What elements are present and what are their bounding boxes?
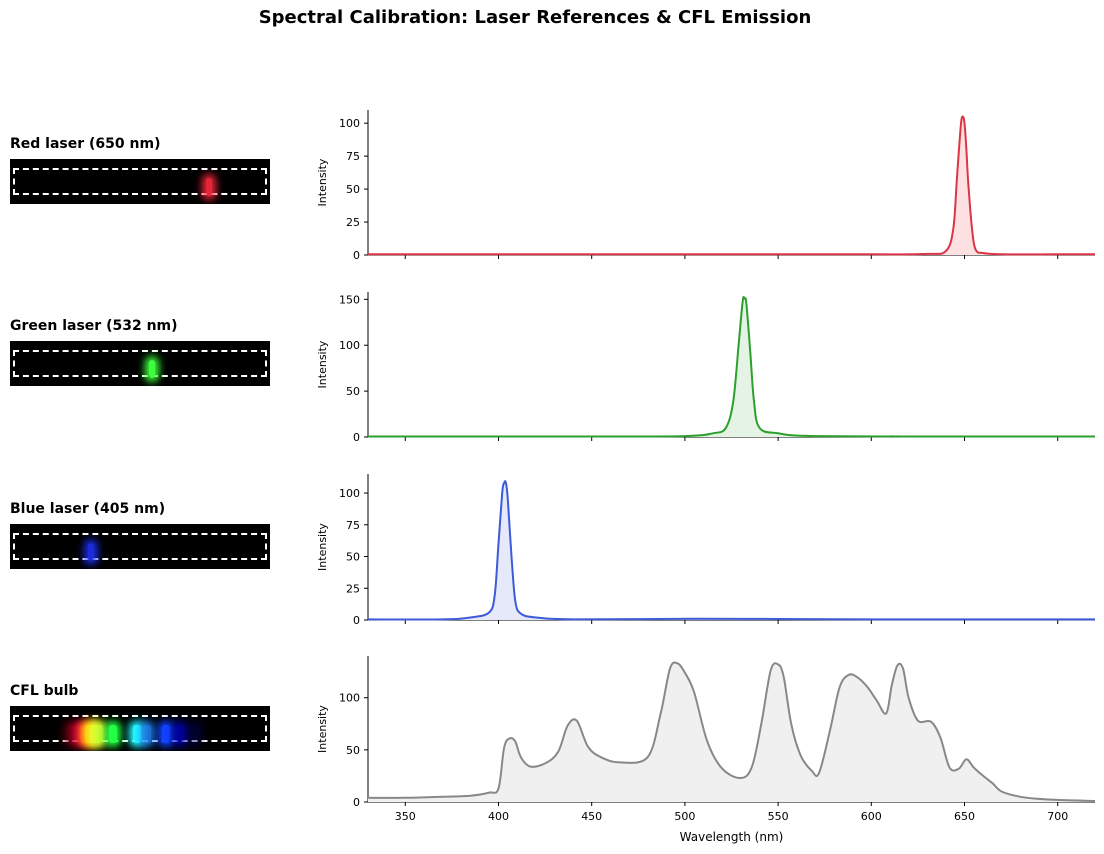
- series-area: [368, 481, 1095, 620]
- y-tick-label: 50: [346, 385, 360, 398]
- y-tick-label: 100: [339, 339, 360, 352]
- emission-line: [133, 725, 141, 743]
- y-tick-label: 150: [339, 293, 360, 306]
- roi-dashed-box: [13, 350, 267, 377]
- spectrum-strip-blue-laser: [10, 524, 270, 569]
- y-axis-label: Intensity: [316, 340, 329, 388]
- x-tick-label: 500: [674, 810, 695, 823]
- series-area: [368, 662, 1095, 802]
- emission-line: [161, 725, 170, 743]
- series-area: [368, 296, 1095, 437]
- emission-line: [109, 725, 117, 743]
- emission-line: [88, 543, 95, 561]
- x-tick-label: 650: [954, 810, 975, 823]
- spectrum-strip-green-laser: [10, 341, 270, 386]
- x-tick-label: 350: [395, 810, 416, 823]
- series-line: [367, 480, 1095, 621]
- y-tick-label: 25: [346, 582, 360, 595]
- roi-dashed-box: [13, 533, 267, 560]
- emission-line: [149, 360, 156, 378]
- panel-label-blue-laser: Blue laser (405 nm): [10, 501, 166, 517]
- spectrum-strip-cfl-bulb: [10, 706, 270, 751]
- series-line: [367, 661, 1096, 802]
- emission-line: [65, 725, 74, 743]
- x-tick-label: 450: [581, 810, 602, 823]
- panel-label-cfl-bulb: CFL bulb: [10, 683, 79, 699]
- emission-line: [89, 725, 98, 743]
- y-tick-label: 0: [353, 614, 360, 627]
- emission-line: [94, 725, 103, 743]
- panel-label-green-laser: Green laser (532 nm): [10, 318, 178, 334]
- spectrum-panel-3: 0 50 100 350 400 450 500 550 600 650 700 Intensity W…: [316, 656, 1096, 844]
- spectrum-panel-0: 0 25 50 75 100 Intensity: [316, 110, 1095, 262]
- emission-line: [176, 725, 185, 743]
- series-area: [368, 116, 1095, 256]
- y-axis-label: Intensity: [316, 158, 329, 206]
- spectrum-panel-2: 0 25 50 75 100 Intensity: [316, 474, 1095, 627]
- series-line: [367, 295, 1096, 438]
- x-tick-label: 550: [768, 810, 789, 823]
- y-tick-label: 100: [339, 692, 360, 705]
- spectrum-strip-red-laser: [10, 159, 270, 204]
- y-axis-label: Intensity: [316, 705, 329, 753]
- y-axis-label: Intensity: [316, 523, 329, 571]
- x-tick-label: 400: [488, 810, 509, 823]
- emission-line: [206, 178, 212, 196]
- emission-line: [190, 725, 199, 743]
- y-tick-label: 75: [346, 150, 360, 163]
- emission-line: [85, 725, 93, 743]
- y-tick-label: 0: [353, 796, 360, 809]
- y-tick-label: 50: [346, 551, 360, 564]
- y-tick-label: 0: [353, 249, 360, 262]
- y-tick-label: 0: [353, 431, 360, 444]
- chart-title: Spectral Calibration: Laser References &…: [258, 7, 812, 28]
- emission-line: [142, 725, 151, 743]
- y-tick-label: 25: [346, 216, 360, 229]
- y-tick-label: 50: [346, 744, 360, 757]
- y-tick-label: 100: [339, 487, 360, 500]
- panel-label-red-laser: Red laser (650 nm): [10, 136, 161, 152]
- spectrum-panel-1: 0 50 100 150 Intensity: [316, 292, 1096, 444]
- series-line: [368, 115, 1095, 256]
- emission-line: [73, 725, 81, 743]
- y-tick-label: 50: [346, 183, 360, 196]
- y-tick-label: 100: [339, 117, 360, 130]
- x-tick-label: 700: [1047, 810, 1068, 823]
- y-tick-label: 75: [346, 519, 360, 532]
- roi-dashed-box: [13, 168, 267, 195]
- emission-line: [80, 725, 89, 743]
- x-axis-label: Wavelength (nm): [680, 830, 784, 844]
- x-tick-label: 600: [861, 810, 882, 823]
